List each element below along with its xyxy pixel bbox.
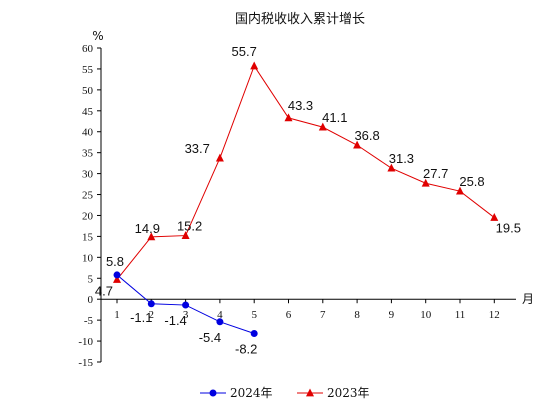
data-point-2023 <box>215 153 224 162</box>
data-label-2023: 27.7 <box>423 166 448 181</box>
y-tick-label: -10 <box>78 336 93 348</box>
y-tick-label: 25 <box>82 190 94 202</box>
x-tick-label: 5 <box>251 309 257 321</box>
x-tick-label: 6 <box>286 309 292 321</box>
y-tick-label: 0 <box>88 294 94 306</box>
y-tick-label: 5 <box>88 273 94 285</box>
x-tick-label: 1 <box>114 309 120 321</box>
data-label-2023: 25.8 <box>459 174 484 189</box>
x-tick-label: 2 <box>149 309 155 321</box>
y-tick-label: -15 <box>78 357 93 369</box>
y-tick-label: 60 <box>82 43 94 55</box>
data-point-2023 <box>353 140 362 149</box>
data-label-2023: 41.1 <box>322 110 347 125</box>
data-label-2023: 31.3 <box>389 151 414 166</box>
data-point-2023 <box>387 163 396 172</box>
data-label-2023: 43.3 <box>288 98 313 113</box>
data-point-2023 <box>181 231 190 239</box>
x-tick-label: 3 <box>183 309 189 321</box>
data-label-2023: 36.8 <box>354 128 379 143</box>
data-label-2024: -1.1 <box>130 310 152 325</box>
data-point-2023 <box>456 186 464 195</box>
x-tick-label: 12 <box>489 309 500 321</box>
series-layer <box>113 61 499 338</box>
legend-label: 2024年 <box>230 386 273 400</box>
data-point-2023 <box>113 275 121 283</box>
x-tick-label: 7 <box>320 309 326 321</box>
data-label-2024: 5.8 <box>106 254 124 269</box>
legend-label: 2023年 <box>327 386 370 400</box>
y-tick-label: 30 <box>82 169 94 181</box>
y-tick-label: -5 <box>84 315 94 327</box>
data-point-2023 <box>318 122 327 131</box>
chart-title: 国内税收收入累计增长 <box>235 11 365 27</box>
data-point-2024 <box>147 300 155 308</box>
y-tick-label: 50 <box>82 85 94 97</box>
data-label-2023: 14.9 <box>135 221 160 236</box>
y-tick-label: 40 <box>82 127 94 139</box>
data-point-2024 <box>216 318 224 326</box>
legend-marker <box>306 388 314 397</box>
data-label-2023: 15.2 <box>177 219 202 234</box>
legend-marker <box>209 389 217 397</box>
data-point-2024 <box>182 301 190 309</box>
data-label-2023: 4.7 <box>95 284 113 299</box>
data-point-2024 <box>113 271 121 279</box>
data-point-2024 <box>250 330 258 338</box>
data-label-2023: 55.7 <box>232 44 257 59</box>
y-tick-label: 45 <box>82 106 94 118</box>
x-axis-ticks: 1 2 3 4 5 6 7 8 9 10 11 12 <box>114 299 500 321</box>
x-tick-label: 11 <box>455 309 466 321</box>
y-axis-unit: % <box>92 29 103 43</box>
y-tick-label: 20 <box>82 210 94 222</box>
data-point-2023 <box>284 113 293 122</box>
x-tick-label: 9 <box>389 309 395 321</box>
data-label-2024: -8.2 <box>235 342 257 357</box>
legend: 2024年 2023年 <box>200 386 370 400</box>
data-point-2023 <box>421 178 430 187</box>
data-point-2023 <box>490 213 499 221</box>
data-label-2023: 33.7 <box>185 141 210 156</box>
y-tick-label: 10 <box>82 252 94 264</box>
x-tick-label: 8 <box>354 309 360 321</box>
x-axis-unit: 月 <box>522 292 534 306</box>
data-label-2024: -1.4 <box>164 313 186 328</box>
data-label-2024: -5.4 <box>199 330 221 345</box>
data-labels: 4.7 14.9 15.2 33.7 55.7 43.3 41.1 36.8 31.3 27.7 2… <box>95 44 521 357</box>
y-tick-label: 55 <box>82 64 94 76</box>
series-line-2023 <box>116 64 495 280</box>
data-point-2023 <box>147 232 156 241</box>
data-label-2023: 19.5 <box>496 221 521 236</box>
y-tick-label: 35 <box>82 148 94 160</box>
y-tick-label: 15 <box>82 231 94 243</box>
x-tick-label: 4 <box>217 309 223 321</box>
data-point-2023 <box>250 61 259 70</box>
x-tick-label: 10 <box>420 309 432 321</box>
